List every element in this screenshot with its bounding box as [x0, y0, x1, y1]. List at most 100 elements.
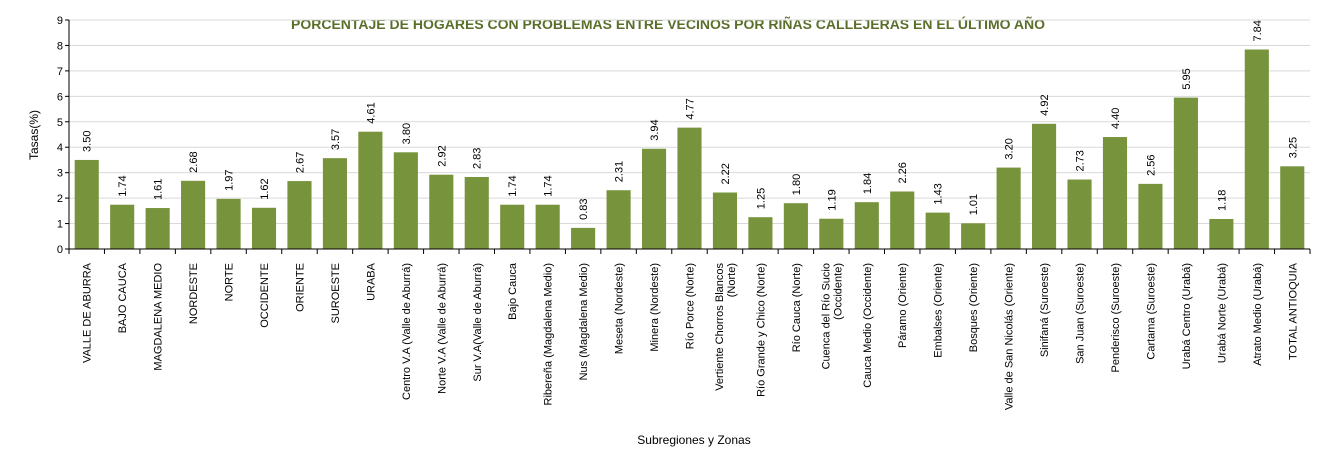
- y-tick-label: 3: [57, 168, 63, 180]
- y-tick-label: 4: [57, 142, 63, 154]
- value-label: 4.77: [685, 98, 697, 119]
- x-tick-label: Ribereña (Magdalena Medio): [543, 263, 555, 405]
- x-tick-label: Bosques (Oriente): [968, 263, 980, 352]
- bar: [1032, 123, 1057, 249]
- x-tick-label: URABA: [365, 262, 377, 301]
- gridlines: [69, 19, 1310, 225]
- bar: [181, 180, 206, 249]
- bar: [712, 192, 738, 249]
- y-tick-label: 2: [57, 193, 63, 205]
- value-labels: 3.50 1.74 1.61 2.68 1.97 1.62 2.67 3.57 4.61 3.80…: [82, 20, 1300, 220]
- bar: [890, 191, 915, 249]
- value-label: 1.18: [1216, 190, 1228, 211]
- value-label: 2.22: [720, 163, 732, 184]
- value-label: 3.94: [649, 119, 661, 140]
- x-tick-label: NORTE: [224, 263, 236, 301]
- x-tick-label: Penderisco (Suroeste): [1110, 263, 1122, 372]
- x-tick-label: SUROESTE: [330, 263, 342, 324]
- value-label: 3.25: [1287, 137, 1299, 158]
- y-tick-label: 1: [57, 219, 63, 231]
- bar: [500, 204, 525, 249]
- x-tick-label: Atrato Medio (Urabá): [1252, 263, 1264, 366]
- bars: [74, 49, 1305, 249]
- bar: [996, 167, 1021, 249]
- x-tick-label: Nus (Magdalena Medio): [578, 263, 590, 380]
- x-tick-label: Embalses (Oriente): [933, 263, 945, 358]
- bar: [819, 218, 844, 249]
- x-tick-label: Páramo (Oriente): [897, 263, 909, 348]
- y-tick-label: 7: [57, 66, 63, 78]
- value-label: 2.68: [188, 151, 200, 172]
- x-axis-tick-labels: VALLE DE ABURRA BAJO CAUCA MAGDALENA MEDIO…: [68, 249, 1311, 410]
- value-label: 4.40: [1110, 108, 1122, 129]
- value-label: 1.74: [543, 175, 555, 196]
- bar: [641, 148, 667, 249]
- bar: [961, 223, 986, 249]
- value-label: 1.97: [224, 169, 236, 190]
- value-label: 1.43: [933, 183, 945, 204]
- y-tick-label: 6: [57, 91, 63, 103]
- x-tick-label: VALLE DE ABURRA: [82, 262, 94, 363]
- value-label: 0.83: [578, 198, 590, 219]
- bar: [1209, 218, 1234, 249]
- bar: [571, 227, 596, 249]
- value-label: 3.57: [330, 129, 342, 150]
- x-tick-label: NORDESTE: [188, 263, 200, 324]
- bar: [854, 202, 879, 249]
- bar: [393, 152, 418, 249]
- value-label: 1.80: [791, 174, 803, 195]
- x-tick-label: ORIENTE: [294, 263, 306, 312]
- bar: [1138, 183, 1163, 249]
- y-tick-label: 8: [57, 40, 63, 52]
- value-label: 1.74: [507, 175, 519, 196]
- value-label: 5.95: [1181, 68, 1193, 89]
- x-tick-label: TOTAL ANTIOQUIA: [1287, 262, 1299, 360]
- x-tick-label: Urabá Norte (Urabá): [1216, 263, 1228, 363]
- x-tick-label: OCCIDENTE: [259, 263, 271, 328]
- bar: [251, 207, 277, 249]
- bar: [145, 208, 170, 249]
- chart-title: PORCENTAJE DE HOGARES CON PROBLEMAS ENTR…: [291, 15, 1045, 32]
- x-tick-label: Río Cauca (Norte): [791, 263, 803, 352]
- bar: [1173, 97, 1198, 249]
- value-label: 3.20: [1004, 138, 1016, 159]
- value-label: 4.92: [1039, 94, 1051, 115]
- x-tick-label: Río Grande y Chico (Norte): [755, 263, 767, 397]
- bar: [783, 203, 808, 249]
- value-label: 1.84: [862, 173, 874, 194]
- x-tick-label: Río Porce (Norte): [685, 263, 697, 349]
- bar: [74, 159, 99, 249]
- bar: [677, 127, 702, 249]
- bar: [322, 158, 347, 249]
- y-tick-label: 9: [57, 15, 63, 27]
- x-tick-label: MAGDALENA MEDIO: [153, 263, 165, 371]
- value-label: 1.01: [968, 194, 980, 215]
- value-label: 1.19: [826, 189, 838, 210]
- bar: [216, 198, 241, 249]
- value-label: 2.73: [1075, 150, 1087, 171]
- x-tick-label: Minera (Nordeste): [649, 263, 661, 352]
- value-label: 1.25: [755, 188, 767, 209]
- x-tick-label: Centro V.A (Valle de Aburrá): [401, 263, 413, 400]
- bar: [535, 204, 560, 249]
- y-tick-label: 0: [57, 244, 63, 256]
- x-tick-label: Cuenca del Río Sucio: [820, 263, 832, 369]
- x-tick-label: Sur V.A(Valle de Aburrá): [472, 263, 484, 382]
- bar: [287, 181, 312, 249]
- x-tick-label: Vertiente Chorros Blancos: [714, 263, 726, 391]
- bar: [1067, 179, 1092, 249]
- bar: [1280, 166, 1305, 249]
- value-label: 1.62: [259, 178, 271, 199]
- bar: [606, 190, 631, 249]
- x-tick-label: Meseta (Nordeste): [614, 263, 626, 354]
- value-label: 7.84: [1252, 20, 1264, 41]
- y-axis-ticks: 0 1 2 3 4 5 6 7 8 9: [57, 15, 69, 256]
- x-tick-label: Valle de San Nicolás (Oriente): [1004, 263, 1016, 410]
- bar: [925, 212, 950, 249]
- x-axis-label: Subregiones y Zonas: [637, 433, 750, 447]
- value-label: 1.61: [153, 179, 165, 200]
- value-label: 2.26: [897, 162, 909, 183]
- x-tick-label: Bajo Cauca: [507, 262, 519, 320]
- value-label: 3.80: [401, 123, 413, 144]
